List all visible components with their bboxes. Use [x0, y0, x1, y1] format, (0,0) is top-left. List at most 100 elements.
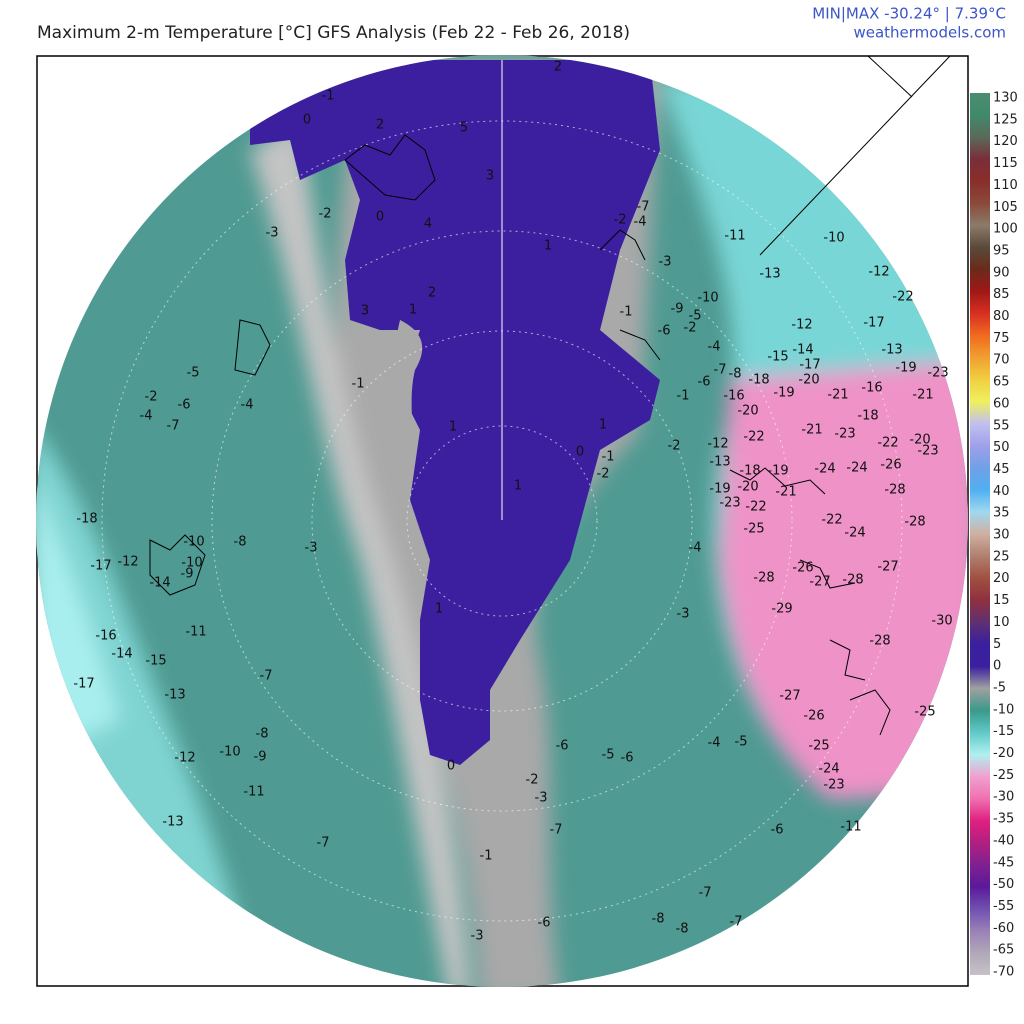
- colorbar-label: -55: [993, 899, 1014, 914]
- temp-label: -23: [719, 496, 740, 511]
- temp-label: -3: [659, 255, 672, 270]
- temp-label: -7: [730, 915, 743, 930]
- temp-label: -6: [621, 751, 634, 766]
- colorbar-label: 50: [993, 440, 1010, 455]
- colorbar-label: -70: [993, 965, 1014, 980]
- temp-label: -15: [767, 350, 788, 365]
- temp-label: -20: [909, 433, 930, 448]
- temp-label: -4: [634, 215, 647, 230]
- colorbar-label: 40: [993, 484, 1010, 499]
- colorbar-label: 120: [993, 134, 1018, 149]
- colorbar-label: 105: [993, 200, 1018, 215]
- temp-label: 0: [576, 445, 584, 460]
- temp-label: 2: [554, 60, 562, 75]
- temp-label: -12: [174, 751, 195, 766]
- temp-label: -21: [912, 388, 933, 403]
- temp-label: -27: [779, 689, 800, 704]
- temp-label: -10: [219, 745, 240, 760]
- temp-label: -8: [256, 727, 269, 742]
- temp-label: -6: [178, 398, 191, 413]
- colorbar-label: 100: [993, 222, 1018, 237]
- temp-label: -10: [181, 556, 202, 571]
- temp-label: -2: [597, 467, 610, 482]
- temp-label: -25: [743, 522, 764, 537]
- colorbar-label: 95: [993, 243, 1010, 258]
- colorbar-label: 35: [993, 506, 1010, 521]
- temp-label: -28: [753, 571, 774, 586]
- temp-label: -7: [260, 669, 273, 684]
- temp-label: -6: [698, 375, 711, 390]
- boundary-line: [759, 55, 951, 256]
- temp-label: 2: [376, 118, 384, 133]
- temp-label: -13: [759, 267, 780, 282]
- temp-label: -1: [322, 89, 335, 104]
- title: Maximum 2-m Temperature [°C] GFS Analysi…: [37, 23, 630, 43]
- temp-label: -18: [857, 409, 878, 424]
- colorbar-label: 125: [993, 112, 1018, 127]
- temp-label: -8: [652, 912, 665, 927]
- temp-label: -16: [723, 389, 744, 404]
- colorbar-label: 5: [993, 637, 1001, 652]
- temp-label: -23: [823, 778, 844, 793]
- temp-label: -14: [111, 647, 132, 662]
- temp-label: -6: [538, 916, 551, 931]
- temp-label: 3: [486, 169, 494, 184]
- temp-label: -7: [167, 419, 180, 434]
- temp-label: -4: [708, 340, 721, 355]
- temp-label: -27: [809, 575, 830, 590]
- temp-label: -2: [526, 773, 539, 788]
- temp-label: -9: [254, 750, 267, 765]
- temp-label: -11: [185, 625, 206, 640]
- temp-label: -24: [818, 762, 839, 777]
- colorbar-label: -60: [993, 921, 1014, 936]
- temp-label: -23: [917, 444, 938, 459]
- colorbar-label: 110: [993, 178, 1018, 193]
- temp-label: 0: [376, 210, 384, 225]
- temp-label: -29: [771, 602, 792, 617]
- colorbar-ticks: 1301251201151101051009590858075706560555…: [993, 91, 1018, 980]
- temp-label: -17: [90, 559, 111, 574]
- temp-label: -26: [792, 561, 813, 576]
- temp-label: -20: [798, 373, 819, 388]
- map-field: [36, 55, 968, 987]
- temp-label: -28: [842, 573, 863, 588]
- colorbar-label: 30: [993, 528, 1010, 543]
- greenland: [250, 60, 660, 765]
- colorbar-label: 60: [993, 396, 1010, 411]
- colorbar-label: -45: [993, 855, 1014, 870]
- temp-label: -13: [881, 343, 902, 358]
- temp-label: -2: [145, 390, 158, 405]
- temp-label: 2: [428, 286, 436, 301]
- temp-label: -8: [676, 922, 689, 937]
- colorbar-label: 115: [993, 156, 1018, 171]
- temp-label: -4: [241, 398, 254, 413]
- temp-label: -3: [266, 226, 279, 241]
- colorbar-label: 20: [993, 571, 1010, 586]
- temp-label: -12: [868, 265, 889, 280]
- temp-label: -27: [877, 560, 898, 575]
- boundary-line: [867, 55, 913, 98]
- colorbar-label: 90: [993, 265, 1010, 280]
- temp-label: -11: [840, 820, 861, 835]
- colorbar-label: 85: [993, 287, 1010, 302]
- temp-label: -6: [771, 823, 784, 838]
- temp-label: -2: [614, 213, 627, 228]
- temp-label: -19: [895, 361, 916, 376]
- temp-label: -1: [677, 389, 690, 404]
- colorbar-label: -15: [993, 724, 1014, 739]
- temp-label: -14: [149, 576, 170, 591]
- temp-label: -25: [914, 705, 935, 720]
- temp-label: -19: [773, 386, 794, 401]
- temp-label: -20: [737, 480, 758, 495]
- temp-label: -7: [714, 363, 727, 378]
- temp-label: -24: [844, 526, 865, 541]
- temp-label: -7: [637, 200, 650, 215]
- temp-label: -23: [834, 427, 855, 442]
- temp-label: 3: [361, 304, 369, 319]
- temp-label: -30: [931, 614, 952, 629]
- temp-label: -21: [801, 423, 822, 438]
- temp-label: -12: [117, 555, 138, 570]
- temp-label: -2: [319, 207, 332, 222]
- temp-label: -19: [709, 482, 730, 497]
